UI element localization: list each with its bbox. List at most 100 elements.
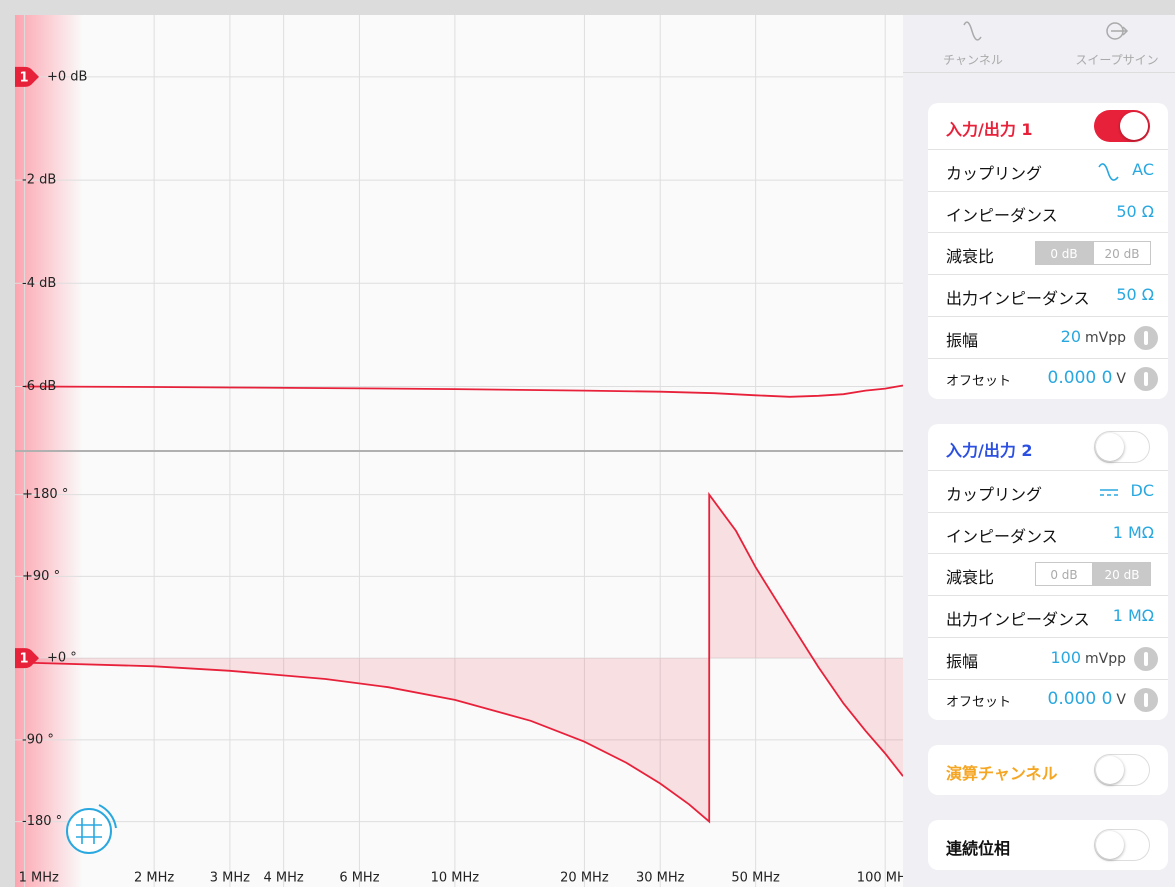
setting-row: カップリング AC [928,149,1168,192]
row-label: カップリング [946,163,1043,183]
x-tick-label: 100 MHz [857,871,903,886]
y-tick-label: +0 ° [47,651,77,666]
x-tick-label: 3 MHz [210,871,250,886]
dial[interactable] [1134,688,1158,713]
grid-button[interactable] [64,800,120,856]
row-label: オフセット [946,695,1012,711]
x-tick-label: 2 MHz [134,871,174,886]
value-unit: V [1116,371,1126,388]
setting-row: カップリング DC [928,470,1168,513]
row-value[interactable]: 50 Ω [1116,202,1154,221]
value-unit: V [1116,692,1126,709]
row-label: 出力インピーダンス [946,288,1090,308]
row-value[interactable]: 50 Ω [1116,285,1154,304]
x-tick-label: 50 MHz [731,871,780,886]
value-text: 20 [1060,326,1081,346]
settings-card: 入力/出力 1 カップリング AC インピーダンス 50 Ω 減衰比 0 dB 20 dB 出力… [928,103,1168,401]
segment[interactable]: 0 dB [1035,562,1093,587]
setting-row: 減衰比 0 dB 20 dB [928,553,1168,596]
card-title: 連続位相 [946,839,1011,858]
setting-row: 出力インピーダンス 1 MΩ [928,595,1168,638]
toggle[interactable] [1094,110,1150,142]
setting-row: 振幅 20 mVpp [928,315,1168,359]
row-value[interactable]: 20 mVpp [1061,327,1126,346]
value-text: 1 MΩ [1112,605,1154,625]
dial[interactable] [1134,646,1158,671]
setting-row: 振幅 100 mVpp [928,636,1168,680]
toggle-knob[interactable] [1096,433,1124,461]
card-title: 演算チャンネル [946,764,1058,783]
plot-area: 1 +0 dB -2 dB -4 dB -6 dB +180 ° +90 ° 1 +0 ° -90… [15,15,903,887]
dial[interactable] [1134,325,1158,350]
segment[interactable]: 20 dB [1093,562,1151,587]
x-tick-label: 4 MHz [264,871,304,886]
value-text: AC [1132,159,1154,179]
value-text: 0.000 0 [1047,689,1113,710]
row-value[interactable]: 100 mVpp [1050,648,1126,667]
settings-card: 入力/出力 2 カップリング DC インピーダンス 1 MΩ 減衰比 0 dB 20 dB 出力… [928,424,1168,722]
trace-line [24,384,903,398]
row-label: 出力インピーダンス [946,609,1090,629]
channel-marker: 1 [15,66,39,87]
row-value[interactable]: 1 MΩ [1113,523,1154,542]
x-tick-label: 10 MHz [431,871,480,886]
row-label: カップリング [946,484,1043,504]
y-tick-label: +180 ° [22,487,68,502]
y-tick-label: -90 ° [22,732,54,747]
y-tick-label: -2 dB [22,173,56,188]
trace-line [24,491,903,824]
value-text: DC [1130,480,1155,500]
x-tick-label: 6 MHz [339,871,379,886]
toggle-knob[interactable] [1120,112,1148,140]
value-text: 50 Ω [1116,284,1154,304]
row-label: 振幅 [946,651,979,671]
marker-label: 1 [19,652,28,667]
y-tick-label: -6 dB [22,379,56,394]
header-tab: スイープサイン [1075,53,1159,67]
x-tick-label: 20 MHz [560,871,609,886]
channel-icon [963,21,982,41]
sweep-icon [1106,22,1129,40]
marker-badge [15,66,39,87]
marker-label: 1 [19,70,28,85]
y-tick-label: +0 dB [47,69,87,84]
value-unit: mVpp [1085,329,1126,346]
header-tab: チャンネル [943,53,1003,67]
row-label: 減衰比 [946,568,995,588]
row-label: 振幅 [946,330,979,350]
value-text: 1 MΩ [1112,522,1154,542]
row-value[interactable]: DC [1131,481,1155,500]
value-text: 0.000 0 [1047,368,1113,389]
toggle[interactable] [1094,754,1150,786]
row-value[interactable]: AC [1132,160,1154,179]
toggle-knob[interactable] [1096,831,1124,859]
coupling-icon [1098,163,1119,181]
y-tick-label: -180 ° [22,814,62,829]
card-title: 入力/出力 2 [946,441,1033,460]
y-tick-label: -4 dB [22,276,56,291]
row-label: インピーダンス [946,526,1058,546]
coupling-icon [1100,489,1118,496]
row-value[interactable]: 1 MΩ [1113,606,1154,625]
channel-marker: 1 [15,648,39,669]
toggle[interactable] [1094,431,1150,463]
header-divider [903,72,1175,73]
toggle[interactable] [1094,829,1150,861]
x-tick-label: 1 MHz [19,871,59,886]
sidebar: チャンネル スイープサイン 入力/出力 1 カップリング AC インピーダンス 50 Ω 減衰… [903,15,1175,887]
segment[interactable]: 20 dB [1093,241,1151,266]
grid-icon [66,804,117,854]
value-text: 50 Ω [1116,201,1154,221]
segment[interactable]: 0 dB [1035,241,1093,266]
row-label: 減衰比 [946,247,995,267]
marker-badge [15,648,39,669]
setting-row: 減衰比 0 dB 20 dB [928,232,1168,275]
toggle-knob[interactable] [1096,756,1124,784]
dial[interactable] [1134,367,1158,392]
setting-row: インピーダンス 50 Ω [928,190,1168,234]
value-text: 100 [1050,647,1081,667]
